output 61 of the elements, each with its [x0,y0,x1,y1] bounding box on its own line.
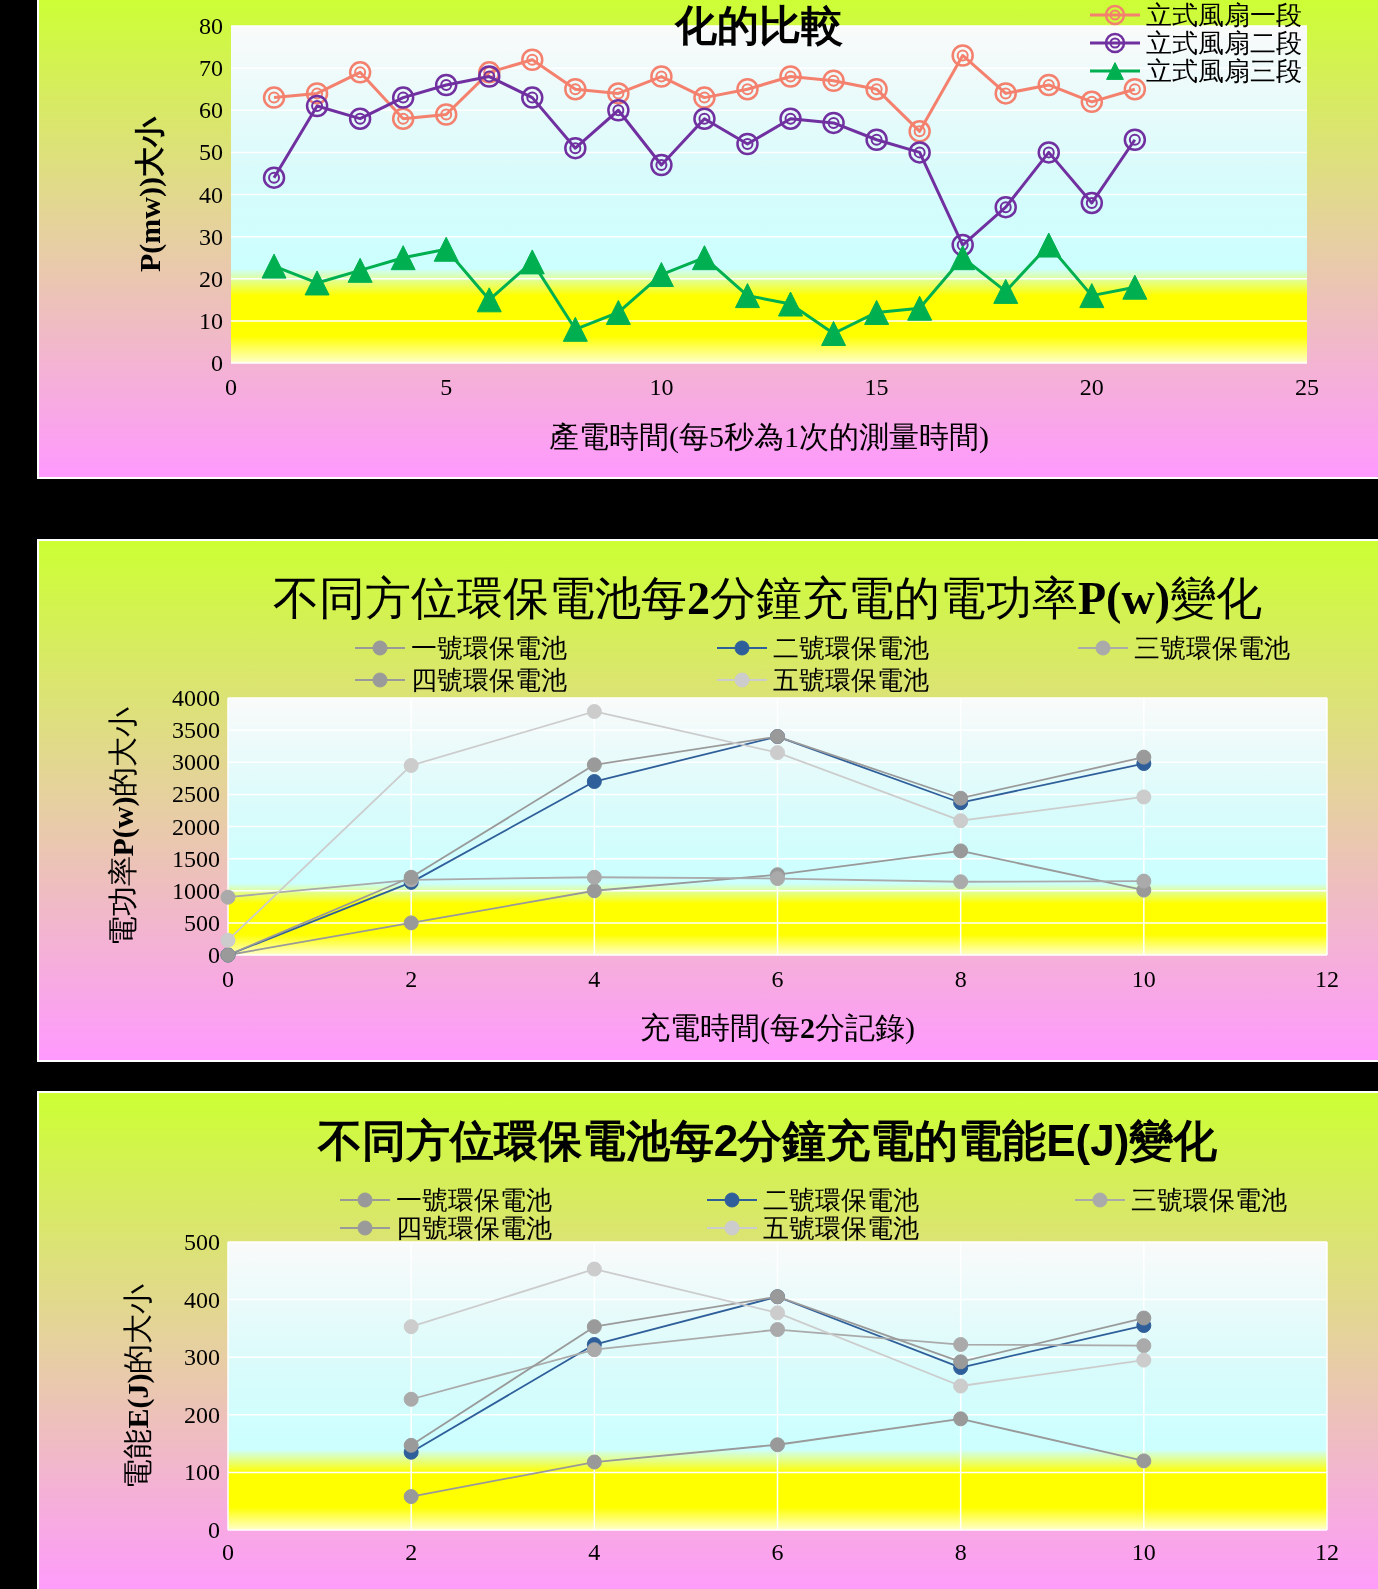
y-tick-label: 2500 [172,781,220,808]
legend-label: 二號環保電池 [763,1185,919,1215]
y-tick-label: 70 [199,55,223,82]
x-axis-title: 充電時間(每2分記錄) [640,1011,915,1045]
x-tick-label: 12 [1315,1539,1339,1565]
x-tick-label: 2 [405,1539,418,1565]
y-tick-label: 0 [208,942,220,968]
legend-label: 一號環保電池 [411,633,567,663]
x-tick-label: 15 [864,374,889,400]
y-tick-label: 40 [199,181,223,208]
x-tick-label: 8 [954,1539,967,1565]
y-tick-label: 10 [199,307,223,334]
legend-label: 四號環保電池 [396,1213,552,1243]
y-tick-label: 2000 [172,813,220,840]
y-axis-title: 電能E(J)的大小 [121,1283,155,1489]
y-axis-title: 電功率P(w)的大小 [106,706,140,947]
y-tick-label: 80 [199,13,223,39]
x-tick-label: 10 [1131,966,1156,992]
x-tick-label: 4 [588,966,601,992]
chart-title: 不同方位環保電池每2分鐘充電的電功率P(w)變化 [273,573,1262,624]
x-tick-label: 20 [1079,374,1104,400]
legend-label: 五號環保電池 [763,1213,919,1243]
y-tick-label: 400 [184,1286,220,1313]
x-tick-label: 6 [771,966,784,992]
x-tick-label: 10 [1131,1539,1156,1565]
y-tick-label: 1000 [172,877,220,904]
y-tick-label: 0 [208,1517,220,1543]
y-tick-label: 500 [184,909,220,936]
x-tick-label: 12 [1315,966,1339,992]
y-tick-label: 3000 [172,749,220,776]
y-tick-label: 60 [199,97,223,124]
x-tick-label: 8 [954,966,967,992]
y-tick-label: 4000 [172,685,220,711]
x-axis-title: 產電時間(每5秒為1次的測量時間) [549,420,989,454]
y-tick-label: 20 [199,265,223,292]
y-tick-label: 500 [184,1229,220,1255]
x-tick-label: 10 [649,374,674,400]
y-axis-title: P(mw))大小 [133,116,167,272]
y-tick-label: 3500 [172,717,220,744]
y-tick-label: 1500 [172,845,220,872]
y-tick-label: 200 [184,1401,220,1428]
legend-label: 四號環保電池 [411,665,567,695]
legend-label: 五號環保電池 [773,665,929,695]
legend-label: 三號環保電池 [1131,1185,1287,1215]
legend-label: 立式風扇三段 [1146,56,1302,86]
chart-title: 不同方位環保電池每2分鐘充電的電能E(J)變化 [316,1116,1219,1165]
legend-label: 一號環保電池 [396,1185,552,1215]
y-tick-label: 0 [211,350,223,376]
legend-label: 立式風扇二段 [1146,28,1302,58]
legend-label: 立式風扇一段 [1146,0,1302,30]
x-tick-label: 2 [405,966,418,992]
y-tick-label: 100 [184,1459,220,1486]
x-tick-label: 6 [771,1539,784,1565]
y-tick-label: 50 [199,139,223,166]
y-tick-label: 300 [184,1344,220,1371]
y-tick-label: 30 [199,223,223,250]
legend-label: 三號環保電池 [1134,633,1290,663]
x-tick-label: 25 [1295,374,1319,400]
x-tick-label: 4 [588,1539,601,1565]
legend-label: 二號環保電池 [773,633,929,663]
x-tick-label: 5 [440,374,453,400]
